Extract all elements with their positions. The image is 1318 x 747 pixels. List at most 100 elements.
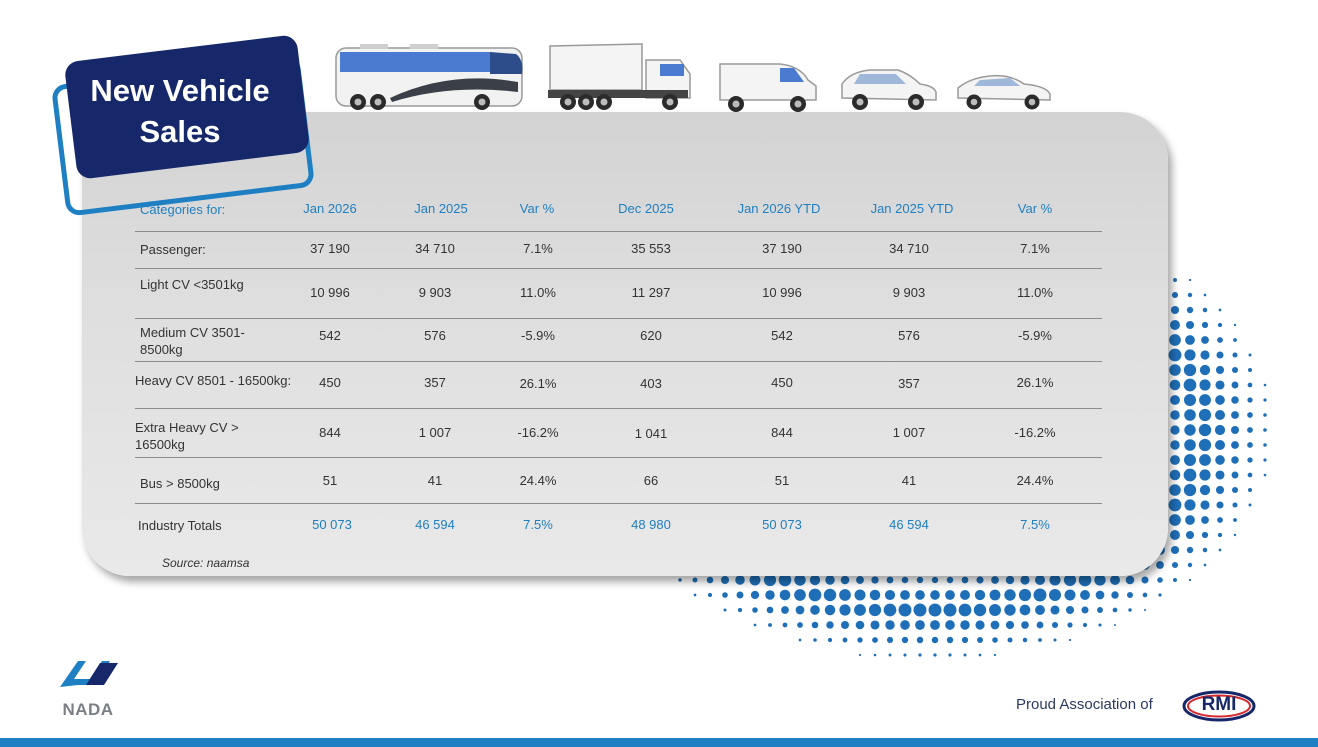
halftone-dot: [1218, 548, 1222, 552]
halftone-dot: [1199, 364, 1211, 376]
source-note: Source: naamsa: [162, 556, 250, 570]
halftone-dot: [1233, 533, 1237, 537]
halftone-dot: [1156, 561, 1164, 569]
cell-value: 34 710: [889, 241, 929, 256]
halftone-dot: [1095, 590, 1105, 600]
row-label-text: Extra Heavy CV > 16500kg: [135, 420, 239, 452]
halftone-dot: [707, 592, 713, 598]
halftone-dot: [871, 576, 879, 584]
halftone-dot: [1141, 576, 1149, 584]
halftone-dot: [900, 590, 910, 600]
halftone-dot: [901, 576, 909, 584]
halftone-dot: [1185, 530, 1195, 540]
header-var-pct-ytd: Var %: [1017, 201, 1053, 216]
cell-value: 10 996: [762, 285, 802, 300]
halftone-dot: [678, 578, 682, 582]
halftone-dot: [1065, 605, 1075, 615]
title-badge: New Vehicle Sales: [50, 34, 320, 217]
cell-value: 9 903: [892, 285, 926, 300]
halftone-dot: [915, 590, 925, 600]
van-icon: [719, 63, 817, 112]
header-dec-2025: Dec 2025: [618, 201, 674, 216]
halftone-dot: [854, 589, 866, 601]
cell-value: 35 553: [631, 241, 671, 256]
halftone-dot: [1170, 545, 1180, 555]
halftone-dot: [795, 605, 805, 615]
halftone-dot: [1170, 425, 1180, 435]
bus-icon: [335, 44, 523, 110]
cell-value: 41: [427, 473, 443, 488]
vehicle-sales-table: Categories for: Jan 2026 Jan 2025 Var % …: [130, 195, 1102, 545]
halftone-dot: [1247, 427, 1253, 433]
halftone-dot: [1112, 607, 1118, 613]
halftone-dot: [1020, 575, 1030, 585]
cell-value: 844: [771, 425, 793, 440]
sedan-icon: [957, 74, 1051, 110]
halftone-dot: [1199, 469, 1211, 481]
header-jan-2026-ytd: Jan 2026 YTD: [737, 201, 821, 216]
halftone-dot: [1183, 378, 1197, 392]
halftone-dot: [779, 589, 791, 601]
halftone-dot: [989, 589, 1001, 601]
halftone-dot: [1169, 379, 1181, 391]
halftone-dot: [839, 589, 851, 601]
halftone-dot: [1169, 484, 1181, 496]
halftone-dot: [856, 576, 864, 584]
halftone-dot: [1199, 454, 1211, 466]
halftone-dot: [1185, 320, 1195, 330]
halftone-dot: [886, 576, 894, 584]
halftone-dot: [809, 574, 821, 586]
halftone-dot: [840, 620, 850, 630]
halftone-dot: [1157, 577, 1163, 583]
halftone-dot: [946, 576, 954, 584]
halftone-dot: [692, 577, 698, 583]
halftone-dot: [1263, 443, 1267, 447]
halftone-dot: [1184, 349, 1196, 361]
halftone-dot: [1005, 620, 1015, 630]
halftone-dot: [827, 637, 833, 643]
total-value: 50 073: [312, 517, 352, 532]
halftone-dot: [1021, 621, 1029, 629]
rmi-logo: [1182, 690, 1256, 722]
halftone-dot: [1217, 532, 1223, 538]
halftone-dot: [1214, 424, 1226, 436]
halftone-dot: [1200, 350, 1210, 360]
halftone-dot: [1247, 412, 1253, 418]
halftone-dot: [1171, 561, 1179, 569]
halftone-dot: [1110, 575, 1120, 585]
halftone-dot: [1233, 338, 1237, 342]
cell-value: 26.1%: [519, 376, 557, 391]
halftone-dot: [1199, 394, 1211, 406]
halftone-dot: [737, 607, 743, 613]
row-divider: [135, 361, 1102, 362]
halftone-dot: [913, 603, 927, 617]
halftone-dot: [1202, 547, 1208, 553]
halftone-dot: [1248, 368, 1252, 372]
cell-value: 24.4%: [1016, 473, 1054, 488]
halftone-dot: [750, 590, 760, 600]
halftone-dot: [1187, 292, 1193, 298]
halftone-dot: [1183, 483, 1197, 497]
halftone-dot: [766, 606, 774, 614]
cell-value: -16.2%: [1014, 425, 1056, 440]
total-value: 48 980: [631, 517, 671, 532]
halftone-dot: [1128, 608, 1132, 612]
halftone-dot: [1168, 498, 1182, 512]
cell-value: 11.0%: [520, 285, 556, 300]
cell-value: -5.9%: [1018, 328, 1052, 343]
halftone-dot: [1183, 363, 1197, 377]
row-divider: [135, 503, 1102, 504]
halftone-dot: [826, 621, 834, 629]
halftone-dot: [989, 604, 1001, 616]
cell-value: 576: [424, 328, 446, 343]
halftone-dot: [915, 620, 925, 630]
halftone-dot: [823, 588, 837, 602]
halftone-dot: [752, 607, 758, 613]
halftone-dot: [1231, 381, 1239, 389]
halftone-dot: [1231, 471, 1239, 479]
total-value: 46 594: [889, 517, 929, 532]
halftone-dot: [1215, 395, 1225, 405]
halftone-dot: [1142, 592, 1148, 598]
halftone-dot: [1125, 575, 1135, 585]
halftone-dot: [753, 623, 757, 627]
